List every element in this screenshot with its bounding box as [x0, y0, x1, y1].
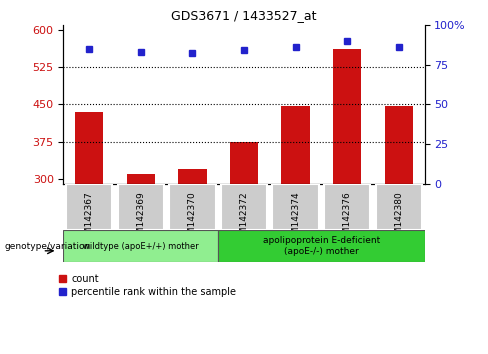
Bar	[230, 142, 258, 184]
Bar	[178, 169, 206, 184]
Bar	[282, 106, 310, 184]
Bar	[127, 174, 155, 184]
Text: GSM142376: GSM142376	[343, 191, 352, 246]
Text: genotype/variation: genotype/variation	[5, 241, 91, 251]
Bar	[66, 184, 112, 230]
Text: GSM142369: GSM142369	[136, 191, 145, 246]
Bar	[218, 230, 425, 262]
Bar	[385, 106, 413, 184]
Bar	[169, 184, 216, 230]
Text: GSM142374: GSM142374	[291, 191, 300, 246]
Bar	[118, 184, 164, 230]
Bar	[221, 184, 267, 230]
Bar	[272, 184, 319, 230]
Text: GSM142372: GSM142372	[240, 191, 248, 246]
Bar	[333, 48, 362, 184]
Bar	[63, 230, 218, 262]
Text: GSM142367: GSM142367	[85, 191, 94, 246]
Title: GDS3671 / 1433527_at: GDS3671 / 1433527_at	[171, 9, 317, 22]
Text: GSM142380: GSM142380	[394, 191, 403, 246]
Text: apolipoprotein E-deficient
(apoE-/-) mother: apolipoprotein E-deficient (apoE-/-) mot…	[263, 236, 380, 256]
Text: GSM142370: GSM142370	[188, 191, 197, 246]
Legend: count, percentile rank within the sample: count, percentile rank within the sample	[59, 274, 236, 297]
Bar	[376, 184, 422, 230]
Bar	[75, 112, 103, 184]
Text: wildtype (apoE+/+) mother: wildtype (apoE+/+) mother	[83, 241, 199, 251]
Bar	[324, 184, 370, 230]
